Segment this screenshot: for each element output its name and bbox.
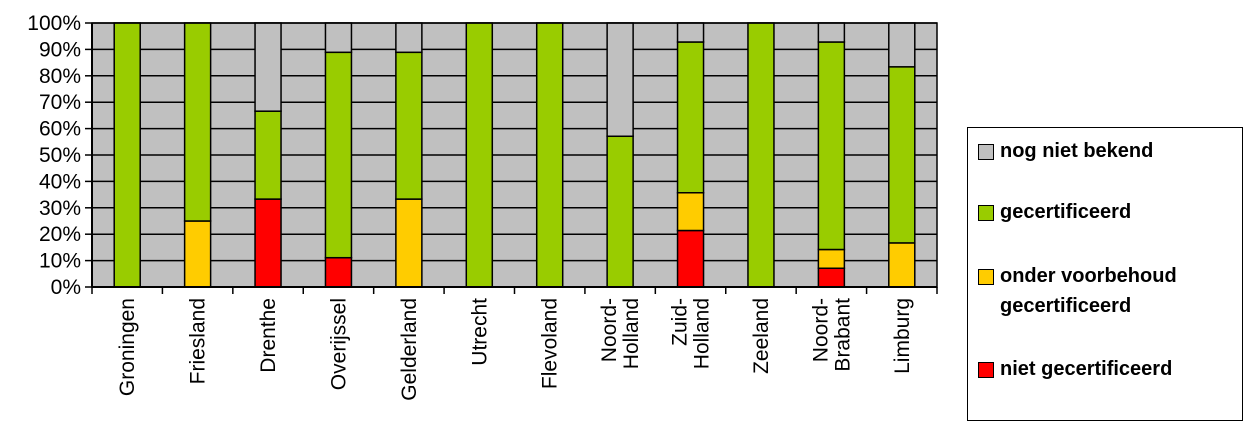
x-tick-label: Zeeland bbox=[750, 298, 773, 374]
bar-segment bbox=[465, 22, 494, 288]
bar-segment bbox=[535, 22, 564, 288]
y-tick-label: 20% bbox=[39, 223, 81, 246]
legend-swatch bbox=[978, 362, 994, 378]
y-tick-label: 40% bbox=[39, 170, 81, 193]
y-tick-label: 80% bbox=[39, 65, 81, 88]
legend-swatch bbox=[978, 144, 994, 160]
bar-segment bbox=[888, 66, 916, 244]
bar-segment bbox=[183, 220, 212, 288]
bar-segment bbox=[817, 248, 846, 270]
y-tick-label: 0% bbox=[51, 276, 81, 299]
bar-segment bbox=[747, 22, 775, 288]
x-tick-label: Friesland bbox=[187, 298, 210, 384]
legend-item: onder voorbehoud gecertificeerd bbox=[978, 261, 1177, 321]
legend-label: gecertificeerd bbox=[1000, 201, 1132, 223]
y-tick-label: 30% bbox=[39, 197, 81, 220]
bar-segment bbox=[888, 22, 916, 68]
x-tick-label: Utrecht bbox=[468, 298, 491, 366]
bar-segment bbox=[324, 22, 353, 54]
bar-segment bbox=[395, 22, 423, 54]
legend-label: onder voorbehoud gecertificeerd bbox=[1000, 265, 1177, 317]
bar-segment bbox=[676, 22, 705, 43]
x-tick-label: Zuid-Holland bbox=[669, 298, 714, 369]
bar-segment bbox=[817, 267, 846, 288]
legend-label: niet gecertificeerd bbox=[1000, 358, 1173, 380]
bar-segment bbox=[676, 192, 705, 232]
legend-item: nog niet bekend bbox=[978, 136, 1153, 166]
x-tick-label: Groningen bbox=[116, 298, 139, 396]
bar-segment bbox=[676, 229, 705, 288]
y-tick-label: 10% bbox=[39, 250, 81, 273]
legend-swatch bbox=[978, 205, 994, 221]
y-tick-label: 100% bbox=[27, 12, 81, 35]
bar-segment bbox=[183, 22, 212, 222]
bar-segment bbox=[676, 41, 705, 194]
bar-segment bbox=[817, 41, 846, 251]
y-tick-label: 90% bbox=[39, 38, 81, 61]
legend-item: gecertificeerd bbox=[978, 197, 1131, 227]
x-tick-label: Noord-Holland bbox=[598, 298, 643, 369]
x-tick-label: Limburg bbox=[891, 298, 914, 374]
bar-segment bbox=[817, 22, 846, 43]
bar-segment bbox=[254, 198, 282, 288]
bar-segment bbox=[254, 110, 282, 200]
y-tick-label: 60% bbox=[39, 118, 81, 141]
y-tick-label: 70% bbox=[39, 91, 81, 114]
bar-segment bbox=[324, 51, 353, 259]
bar-segment bbox=[606, 22, 634, 138]
x-tick-label: Flevoland bbox=[539, 298, 562, 389]
legend-label: nog niet bekend bbox=[1000, 140, 1154, 162]
bar-segment bbox=[395, 198, 423, 288]
legend: nog niet bekend gecertificeerd onder voorb… bbox=[967, 127, 1243, 421]
bar-segment bbox=[606, 135, 634, 288]
bar-segment bbox=[324, 256, 353, 288]
bar-segment bbox=[113, 22, 141, 288]
x-tick-label: Drenthe bbox=[257, 298, 280, 373]
x-tick-label: Gelderland bbox=[398, 298, 421, 401]
bar-segment bbox=[395, 51, 423, 200]
y-tick-label: 50% bbox=[39, 144, 81, 167]
stacked-bar-chart: 0% 10% 20% 30% 40% 50% 60% 70% 80% 90% 100% Groning… bbox=[27, 12, 938, 401]
bar-segment bbox=[888, 242, 916, 288]
x-tick-label: Noord-Brabant bbox=[809, 298, 854, 372]
legend-item: niet gecertificeerd bbox=[978, 354, 1172, 384]
bar-segment bbox=[254, 22, 282, 112]
x-tick-label: Overijssel bbox=[327, 298, 350, 390]
legend-swatch bbox=[978, 269, 994, 285]
